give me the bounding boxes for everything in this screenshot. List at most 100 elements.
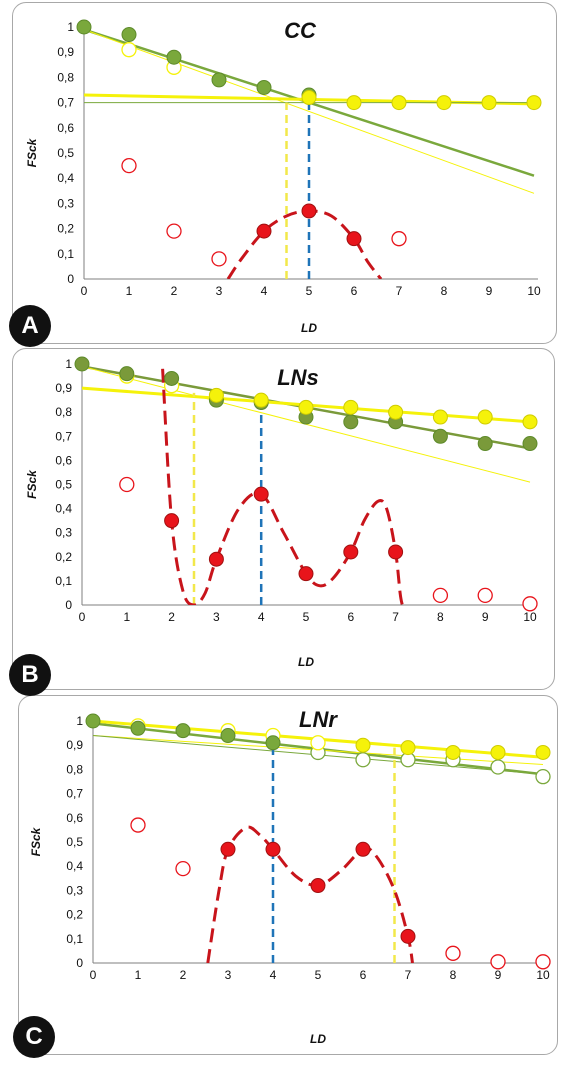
x-tick-label: 7 — [396, 284, 403, 298]
data-point-red-filled — [388, 544, 404, 560]
data-point-green-filled — [432, 428, 448, 444]
y-tick-label: 0 — [65, 598, 72, 612]
y-tick-label: 0,5 — [57, 146, 74, 160]
data-point-red-filled — [256, 223, 272, 239]
data-point-yellow-filled — [490, 744, 506, 760]
data-point-yellow-filled — [432, 409, 448, 425]
data-point-yellow-filled — [526, 95, 542, 111]
x-tick-label: 0 — [81, 284, 88, 298]
y-tick-label: 0,4 — [55, 502, 72, 516]
x-tick-label: 3 — [216, 284, 223, 298]
data-point-green-filled — [164, 370, 180, 386]
x-axis-label: LD — [298, 655, 314, 669]
data-point-green-filled — [130, 720, 146, 736]
y-tick-label: 0,5 — [55, 478, 72, 492]
x-tick-label: 3 — [225, 968, 232, 982]
y-tick-label: 0,8 — [66, 762, 83, 776]
y-tick-label: 0,8 — [57, 70, 74, 84]
data-point-red-open — [175, 860, 191, 877]
x-tick-label: 9 — [486, 284, 493, 298]
data-point-red-open — [211, 251, 227, 267]
fit-curve-red — [206, 825, 414, 963]
data-point-red-open — [119, 476, 135, 493]
data-point-yellow-filled — [343, 399, 359, 415]
data-point-green-filled — [121, 27, 137, 43]
data-point-red-filled — [310, 878, 326, 894]
x-tick-label: 10 — [523, 610, 537, 624]
x-tick-label: 0 — [79, 610, 86, 624]
chart-b: 0 1 2 3 4 5 6 7 8 9 10 0 0,1 0,2 0,3 0,4 0,5 0,6 0,7 0,8 0,9… — [25, 356, 538, 669]
data-point-red-filled — [265, 841, 281, 857]
data-point-red-filled — [164, 513, 180, 529]
trendline-yellow — [83, 29, 535, 194]
x-axis-label: LD — [310, 1032, 326, 1046]
data-point-red-filled — [355, 841, 371, 857]
data-point-yellow-open — [121, 42, 137, 58]
panel-badge-a: A — [9, 305, 51, 347]
data-point-yellow-filled — [208, 387, 224, 403]
x-tick-label: 1 — [123, 610, 130, 624]
y-tick-label: 0,9 — [66, 738, 83, 752]
data-point-green-filled — [211, 72, 227, 88]
y-tick-label: 0 — [67, 272, 74, 286]
x-tick-label: 5 — [303, 610, 310, 624]
data-point-green-filled — [220, 728, 236, 744]
y-tick-label: 0 — [76, 956, 83, 970]
x-tick-label: 5 — [315, 968, 322, 982]
y-tick-label: 0,2 — [66, 908, 83, 922]
y-tick-label: 0,3 — [55, 526, 72, 540]
data-point-yellow-filled — [400, 740, 416, 756]
y-tick-label: 0,5 — [66, 835, 83, 849]
y-tick-label: 0,8 — [55, 405, 72, 419]
data-point-yellow-filled — [391, 95, 407, 111]
y-tick-label: 0,4 — [57, 171, 74, 185]
x-axis-label: LD — [301, 321, 317, 335]
data-point-red-filled — [253, 486, 269, 502]
chart-c: 0 1 2 3 4 5 6 7 8 9 10 0 0,1 0,2 0,3 0,4 0,5 0,6 0,7 0,8 0,9… — [29, 707, 551, 1046]
y-tick-label: 0,1 — [55, 574, 72, 588]
data-point-red-open — [121, 157, 137, 174]
x-tick-label: 1 — [135, 968, 142, 982]
data-point-yellow-filled — [522, 414, 538, 430]
data-point-yellow-filled — [477, 409, 493, 425]
data-point-yellow-open — [310, 735, 326, 751]
x-tick-label: 9 — [495, 968, 502, 982]
data-point-red-open — [166, 223, 182, 239]
data-point-yellow-filled — [535, 744, 551, 760]
x-tick-label: 6 — [351, 284, 358, 298]
data-point-yellow-filled — [253, 392, 269, 408]
y-tick-label: 0,7 — [57, 96, 74, 110]
data-point-yellow-filled — [355, 737, 371, 753]
x-tick-label: 2 — [180, 968, 187, 982]
y-tick-label: 0,7 — [66, 787, 83, 801]
y-tick-label: 0,4 — [66, 859, 83, 873]
data-point-green-filled — [74, 356, 90, 372]
y-tick-label: 1 — [65, 357, 72, 371]
data-point-yellow-filled — [346, 95, 362, 111]
y-tick-label: 0,9 — [57, 45, 74, 59]
y-tick-label: 0,6 — [57, 121, 74, 135]
chart-title: LNr — [299, 707, 338, 732]
data-point-green-filled — [119, 366, 135, 382]
x-tick-label: 0 — [90, 968, 97, 982]
panel-badge-c: C — [13, 1016, 55, 1058]
data-point-green-open — [535, 769, 551, 785]
data-point-green-filled — [166, 49, 182, 65]
x-tick-label: 4 — [270, 968, 277, 982]
y-tick-label: 0,2 — [57, 222, 74, 236]
data-point-green-filled — [343, 414, 359, 430]
data-point-green-filled — [256, 79, 272, 95]
data-point-green-filled — [76, 19, 92, 35]
data-point-red-open — [477, 587, 493, 604]
fit-curve-red — [161, 368, 404, 605]
x-tick-label: 4 — [258, 610, 265, 624]
data-point-red-open — [391, 231, 407, 247]
x-tick-label: 10 — [536, 968, 550, 982]
data-point-green-filled — [175, 723, 191, 739]
data-point-red-filled — [220, 841, 236, 857]
data-point-red-open — [130, 817, 146, 833]
data-point-red-open — [490, 954, 506, 970]
fit-curve-red — [226, 209, 383, 279]
data-point-yellow-filled — [481, 95, 497, 111]
